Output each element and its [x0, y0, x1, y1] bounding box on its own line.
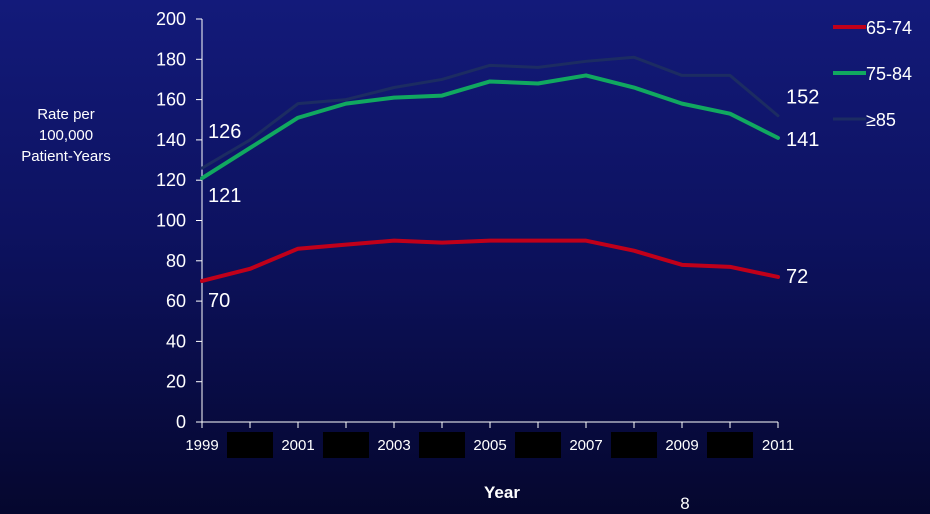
- y-tick-label: 20: [166, 372, 186, 392]
- series-end-label: 152: [786, 87, 819, 109]
- y-tick-label: 40: [166, 331, 186, 351]
- legend-label: ≥85: [866, 110, 896, 130]
- legend-label: 65-74: [866, 18, 912, 38]
- x-tick-label: 2003: [377, 437, 410, 454]
- page-number: 8: [680, 494, 690, 513]
- y-tick-label: 60: [166, 291, 186, 311]
- series-line: [200, 73, 780, 181]
- x-tick-label-mask: [515, 432, 561, 458]
- series-line: [200, 238, 780, 283]
- y-tick-label: 140: [156, 130, 186, 150]
- x-tick-label: 1999: [185, 437, 218, 454]
- y-axis-label-line: Patient-Years: [21, 148, 111, 165]
- value-labels: 70 72 121 141 126 152: [208, 87, 819, 312]
- x-tick-label: 2001: [281, 437, 314, 454]
- series-line: [200, 55, 780, 170]
- y-tick-label: 160: [156, 90, 186, 110]
- x-tick-label: 2007: [569, 437, 602, 454]
- y-axis-label-line: Rate per: [37, 106, 95, 123]
- x-axis-label: Year: [484, 483, 520, 502]
- legend-label: 75-84: [866, 64, 912, 84]
- y-tick-label: 0: [176, 412, 186, 432]
- y-axis-label: Rate per 100,000 Patient-Years: [6, 104, 126, 167]
- chart-legend: 65-74 75-84 ≥85: [833, 18, 912, 130]
- x-tick-label-mask: [323, 432, 369, 458]
- series-start-label: 126: [208, 121, 241, 143]
- chart-axes: 0 20 40 60 80 100 120 140 160 180 200 1999 2001 2003 2…: [156, 9, 794, 458]
- series-end-label: 141: [786, 129, 819, 151]
- x-tick-label: 2009: [665, 437, 698, 454]
- y-tick-label: 100: [156, 211, 186, 231]
- x-tick-label: 2011: [762, 437, 794, 454]
- y-tick-label: 200: [156, 9, 186, 29]
- series-lines: [200, 55, 780, 283]
- series-start-label: 121: [208, 185, 241, 207]
- x-tick-label: 2005: [473, 437, 506, 454]
- y-axis-label-line: 100,000: [38, 127, 94, 144]
- x-tick-label-mask: [419, 432, 465, 458]
- x-tick-label-mask: [227, 432, 273, 458]
- y-tick-label: 80: [166, 251, 186, 271]
- x-tick-label-mask: [707, 432, 753, 458]
- series-start-label: 70: [208, 290, 230, 312]
- series-end-label: 72: [786, 266, 808, 288]
- y-tick-label: 180: [156, 49, 186, 69]
- x-tick-label-mask: [611, 432, 657, 458]
- y-tick-label: 120: [156, 170, 186, 190]
